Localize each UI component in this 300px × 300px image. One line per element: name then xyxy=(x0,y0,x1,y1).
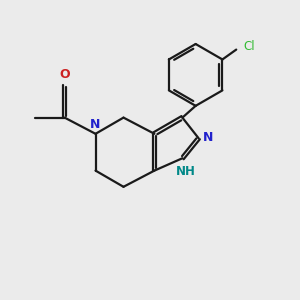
Text: NH: NH xyxy=(176,165,195,178)
Text: N: N xyxy=(203,130,213,143)
Text: Cl: Cl xyxy=(243,40,255,53)
Text: N: N xyxy=(90,118,100,131)
Text: O: O xyxy=(59,68,70,81)
